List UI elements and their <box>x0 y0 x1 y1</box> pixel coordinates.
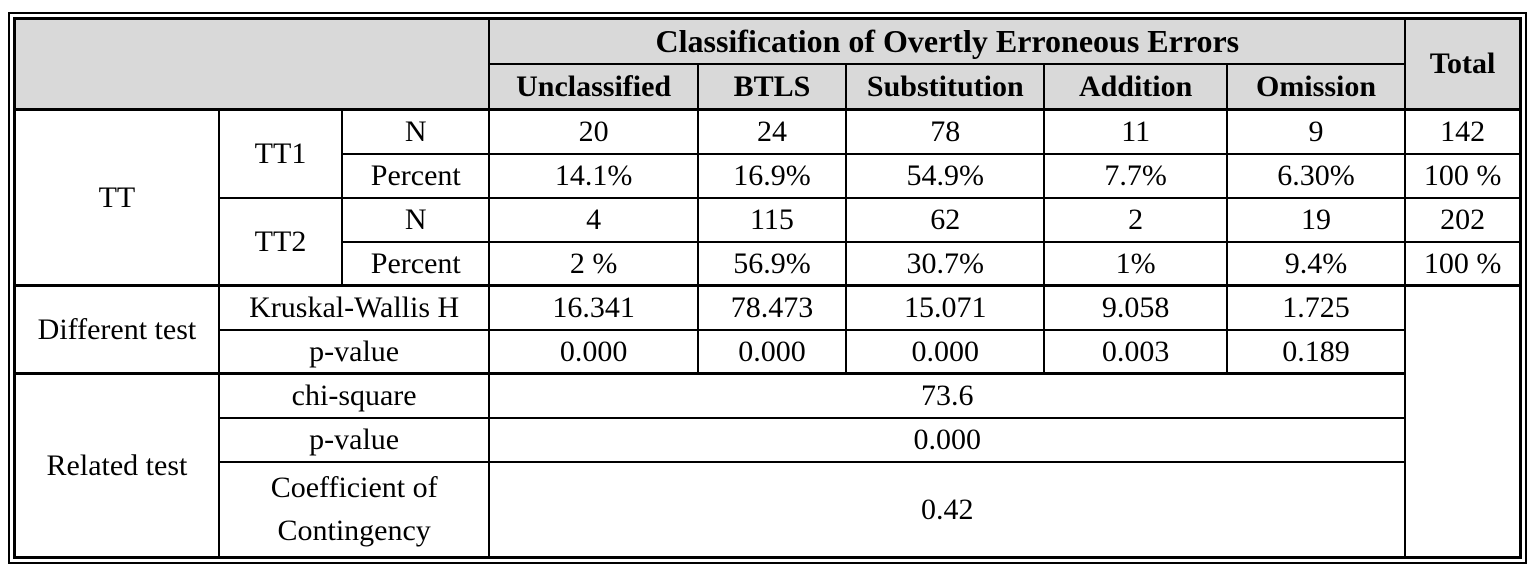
value-cell: 54.9% <box>845 152 1046 199</box>
col-header-substitution: Substitution <box>845 62 1046 111</box>
total-cell: 142 <box>1404 108 1522 155</box>
value-cell: 19 <box>1225 196 1407 243</box>
row-tt2-percent: Percent 2 % 56.9% 30.7% 1% 9.4% 100 % <box>15 240 1522 287</box>
group-label-different-test: Different test <box>13 284 220 375</box>
corner-cell <box>13 17 491 111</box>
row-different-p-value: p-value 0.000 0.000 0.000 0.003 0.189 <box>15 328 1521 375</box>
row-chi-square: Related test chi-square 73.6 <box>13 372 1521 559</box>
statistics-table: Classification of Overtly Erroneous Erro… <box>13 17 1522 559</box>
group-label-related-test: Related test <box>13 372 220 559</box>
value-cell: 115 <box>696 196 848 243</box>
col-header-unclassified: Unclassified <box>488 62 699 111</box>
value-cell: 1.725 <box>1225 284 1407 331</box>
row-label-percent: Percent <box>341 152 491 199</box>
value-cell: 2 <box>1043 196 1228 243</box>
col-header-omission: Omission <box>1225 62 1407 111</box>
value-cell: 16.9% <box>696 152 848 199</box>
value-cell: 0.000 <box>696 328 848 375</box>
row-tt1-percent: Percent 14.1% 16.9% 54.9% 7.7% 6.30% 100… <box>15 152 1522 199</box>
header-row-2: Unclassified BTLS Substitution Addition … <box>15 62 1521 111</box>
value-cell: 62 <box>845 196 1046 243</box>
total-empty-cell <box>1404 284 1522 559</box>
value-cell: 78 <box>845 108 1046 155</box>
row-kruskal-wallis: Different test Kruskal-Wallis H 16.341 7… <box>13 284 1522 559</box>
row-label-p-value: p-value <box>217 416 491 463</box>
row-label-p-value: p-value <box>217 328 491 375</box>
table-title: Classification of Overtly Erroneous Erro… <box>488 17 1407 65</box>
value-cell: 2 % <box>488 240 699 287</box>
row-label-n: N <box>341 196 491 243</box>
col-header-total: Total <box>1404 17 1522 111</box>
value-cell: 78.473 <box>696 284 848 331</box>
value-cell: 20 <box>488 108 699 155</box>
value-cell: 30.7% <box>845 240 1046 287</box>
value-cell: 6.30% <box>1225 152 1407 199</box>
value-cell-merged: 0.000 <box>488 416 1407 463</box>
value-cell: 24 <box>696 108 848 155</box>
sub-label-tt2: TT2 <box>217 196 344 287</box>
row-coefficient-contingency: Coefficient of Contingency 0.42 <box>15 460 1521 559</box>
col-header-addition: Addition <box>1043 62 1228 111</box>
total-cell: 100 % <box>1404 152 1522 199</box>
value-cell: 7.7% <box>1043 152 1228 199</box>
value-cell-merged: 0.42 <box>488 460 1407 559</box>
sub-label-tt1: TT1 <box>217 108 344 199</box>
value-cell: 0.189 <box>1225 328 1407 375</box>
value-cell: 11 <box>1043 108 1228 155</box>
group-label-tt: TT <box>13 108 220 287</box>
value-cell: 9.4% <box>1225 240 1407 287</box>
value-cell: 0.000 <box>845 328 1046 375</box>
value-cell: 0.003 <box>1043 328 1228 375</box>
row-tt2-n: TT2 N 4 115 62 2 19 202 <box>15 196 1522 287</box>
row-label-chi-square: chi-square <box>217 372 491 419</box>
header-row-1: Classification of Overtly Erroneous Erro… <box>13 17 1522 111</box>
total-cell: 202 <box>1404 196 1522 243</box>
value-cell: 0.000 <box>488 328 699 375</box>
row-label-percent: Percent <box>341 240 491 287</box>
row-label-kruskal-wallis-h: Kruskal-Wallis H <box>217 284 491 331</box>
row-label-coefficient-of-contingency: Coefficient of Contingency <box>217 460 491 559</box>
row-label-n: N <box>341 108 491 155</box>
value-cell: 15.071 <box>845 284 1046 331</box>
value-cell: 1% <box>1043 240 1228 287</box>
row-related-p-value: p-value 0.000 <box>15 416 1521 463</box>
value-cell-merged: 73.6 <box>488 372 1407 419</box>
total-cell: 100 % <box>1404 240 1522 287</box>
results-table-frame: Classification of Overtly Erroneous Erro… <box>8 12 1527 564</box>
value-cell: 9 <box>1225 108 1407 155</box>
value-cell: 9.058 <box>1043 284 1228 331</box>
value-cell: 4 <box>488 196 699 243</box>
value-cell: 56.9% <box>696 240 848 287</box>
value-cell: 16.341 <box>488 284 699 331</box>
row-tt1-n: TT TT1 N 20 24 78 11 9 142 <box>13 108 1522 287</box>
value-cell: 14.1% <box>488 152 699 199</box>
col-header-btls: BTLS <box>696 62 848 111</box>
